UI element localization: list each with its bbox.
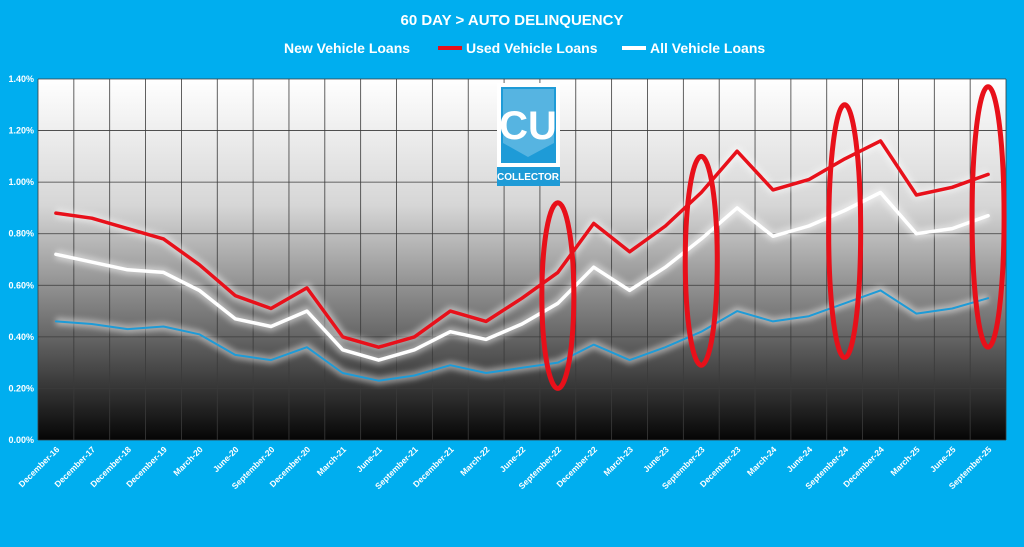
y-tick-label: 0.20% bbox=[8, 383, 34, 393]
x-tick-label: March-20 bbox=[171, 444, 205, 478]
x-tick-label: June-25 bbox=[928, 444, 958, 474]
highlight-ellipse bbox=[682, 153, 720, 368]
legend-label-used: Used Vehicle Loans bbox=[466, 40, 598, 56]
x-tick-label: June-20 bbox=[211, 444, 241, 474]
logo-emblem bbox=[501, 87, 556, 163]
x-tick-label: June-23 bbox=[641, 444, 671, 474]
x-tick-label: March-22 bbox=[458, 444, 492, 478]
chart-title: 60 DAY > AUTO DELINQUENCY bbox=[401, 12, 624, 29]
x-tick-label: March-25 bbox=[888, 444, 922, 478]
y-tick-label: 1.00% bbox=[8, 177, 34, 187]
x-tick-label: June-21 bbox=[354, 444, 384, 474]
legend-label-all: All Vehicle Loans bbox=[650, 40, 765, 56]
logo-letters: CU bbox=[499, 104, 557, 148]
logo-caption: COLLECTOR bbox=[497, 172, 560, 183]
y-tick-label: 1.40% bbox=[8, 74, 34, 84]
y-tick-label: 0.00% bbox=[8, 435, 34, 445]
y-tick-label: 0.40% bbox=[8, 332, 34, 342]
series-line bbox=[54, 190, 990, 362]
legend-label-new: New Vehicle Loans bbox=[284, 40, 410, 56]
x-tick-label: March-24 bbox=[745, 444, 779, 478]
highlight-ellipses bbox=[539, 84, 1007, 391]
x-tick-label: March-21 bbox=[315, 444, 349, 478]
highlight-ellipse bbox=[969, 84, 1007, 350]
y-axis: 0.00% 0.20% 0.40% 0.60% 0.80% 1.00% 1.20% 1.40% bbox=[8, 74, 34, 445]
x-tick-label: June-22 bbox=[498, 444, 528, 474]
x-tick-label: March-23 bbox=[602, 444, 636, 478]
y-tick-label: 1.20% bbox=[8, 126, 34, 136]
x-tick-label: June-24 bbox=[784, 444, 814, 474]
highlight-ellipse bbox=[826, 102, 864, 360]
x-axis: December-16December-17December-18Decembe… bbox=[17, 444, 994, 491]
highlight-ellipse bbox=[539, 200, 577, 391]
legend: New Vehicle Loans Used Vehicle Loans All… bbox=[284, 40, 765, 56]
cu-collector-logo: CU COLLECTOR bbox=[497, 83, 560, 186]
logo-band bbox=[497, 167, 560, 186]
y-tick-label: 0.80% bbox=[8, 229, 34, 239]
y-tick-label: 0.60% bbox=[8, 280, 34, 290]
logo-shape bbox=[503, 89, 554, 157]
